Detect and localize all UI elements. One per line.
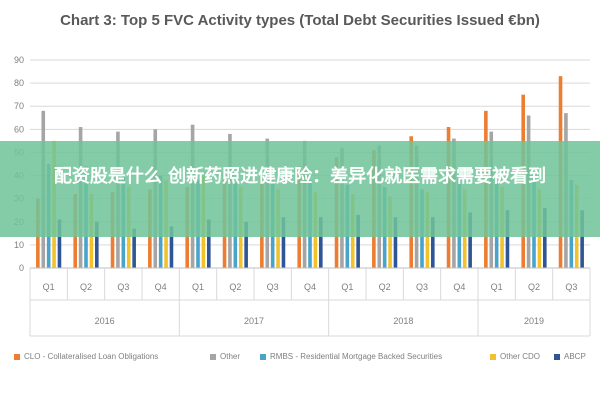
legend-swatch <box>260 353 266 360</box>
bar <box>57 219 62 268</box>
bar <box>468 212 472 268</box>
legend-label: Other CDO <box>500 352 541 361</box>
x-tick-label: Q1 <box>341 282 353 292</box>
bar <box>505 210 510 268</box>
y-tick-label: 70 <box>14 101 24 111</box>
x-tick-label: Q4 <box>304 282 316 292</box>
legend-swatch <box>554 353 560 360</box>
bar <box>169 226 174 268</box>
year-label: 2018 <box>393 316 413 326</box>
banner-text: 配资股是什么 创新药照进健康险：差异化就医需求需要被看到 <box>53 166 547 187</box>
y-tick-label: 60 <box>14 124 24 134</box>
x-tick-label: Q3 <box>565 282 577 292</box>
x-tick-label: Q4 <box>155 282 167 292</box>
bar <box>580 210 584 268</box>
legend: CLO - Collateralised Loan Obligations Oth… <box>14 352 600 368</box>
bar <box>207 219 211 268</box>
year-label: 2016 <box>95 316 115 326</box>
legend-label: RMBS - Residential Mortgage Backed Secur… <box>270 352 443 361</box>
legend-item: CLO - Collateralised Loan Obligations <box>14 352 158 361</box>
bar <box>132 228 136 268</box>
y-tick-label: 0 <box>19 263 24 273</box>
legend-item: Other CDO <box>490 352 540 361</box>
bar <box>244 221 248 268</box>
x-tick-label: Q2 <box>229 282 241 292</box>
legend-item: RMBS - Residential Mortgage Backed Secur… <box>260 352 442 361</box>
x-tick-label: Q3 <box>117 282 129 292</box>
x-tick-label: Q2 <box>528 282 540 292</box>
x-tick-label: Q2 <box>379 282 391 292</box>
y-tick-label: 80 <box>14 78 24 88</box>
legend-swatch <box>210 353 216 360</box>
x-tick-label: Q1 <box>43 282 55 292</box>
year-label: 2019 <box>524 316 544 326</box>
bar <box>95 221 99 268</box>
bar <box>431 217 435 268</box>
x-tick-label: Q1 <box>491 282 503 292</box>
legend-swatch <box>14 353 20 360</box>
bar <box>543 207 547 268</box>
x-axis: Q1 Q2 Q3 Q4 Q1 Q2 Q3 Q4 Q1 Q2 Q3 Q4 Q1 Q2 Q3 2016 2017 20… <box>29 267 591 337</box>
legend-label: ABCP <box>564 352 586 361</box>
y-tick-label: 10 <box>14 240 24 250</box>
x-tick-label: Q4 <box>453 282 465 292</box>
x-tick-label: Q1 <box>192 282 204 292</box>
watermark-banner: 配资股是什么 创新药照进健康险：差异化就医需求需要被看到 <box>0 141 600 237</box>
bar <box>281 217 286 268</box>
legend-item: Other <box>210 352 240 361</box>
chart-title: Chart 3: Top 5 FVC Activity types (Total… <box>60 12 540 29</box>
x-tick-label: Q3 <box>267 282 279 292</box>
x-tick-label: Q3 <box>416 282 428 292</box>
legend-label: CLO - Collateralised Loan Obligations <box>24 352 159 361</box>
legend-label: Other <box>220 352 241 361</box>
legend-swatch <box>490 353 496 360</box>
bar <box>319 217 323 268</box>
bar <box>393 217 398 268</box>
legend-item: ABCP <box>554 352 586 361</box>
x-tick-label: Q2 <box>80 282 92 292</box>
y-tick-label: 90 <box>14 55 24 65</box>
bar <box>356 214 360 268</box>
year-label: 2017 <box>244 316 264 326</box>
